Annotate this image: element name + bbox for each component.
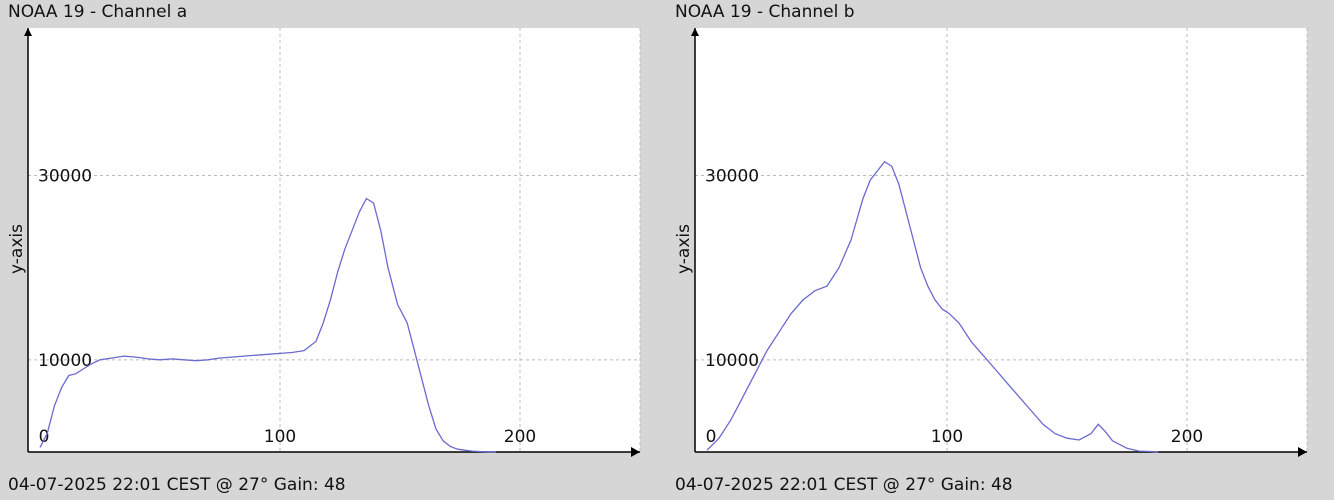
chart-title: NOAA 19 - Channel b bbox=[675, 2, 855, 22]
y-tick-label: 10000 bbox=[38, 351, 92, 371]
y-tick-label: 10000 bbox=[705, 351, 759, 371]
series-line bbox=[39, 197, 497, 453]
line-chart-channel-b: 0 100 200 10000 30000 y-axis bbox=[674, 28, 1308, 457]
x-tick-label: 0 bbox=[706, 427, 717, 447]
x-tick-label: 200 bbox=[504, 427, 536, 447]
x-axis-arrow bbox=[631, 447, 640, 457]
x-tick-label: 100 bbox=[931, 427, 963, 447]
x-axis-arrow bbox=[1298, 447, 1307, 457]
y-axis-arrow bbox=[691, 28, 699, 36]
y-axis-arrow bbox=[24, 28, 32, 36]
y-axis-title: y-axis bbox=[7, 224, 27, 274]
chart-panel-channel-a: NOAA 19 - Channel a 0 100 200 10000 30000 y-a… bbox=[0, 0, 650, 500]
x-tick-label: 200 bbox=[1171, 427, 1203, 447]
x-tick-label: 0 bbox=[39, 427, 50, 447]
y-axis-title: y-axis bbox=[674, 224, 694, 274]
line-chart-channel-a: 0 100 200 10000 30000 y-axis bbox=[7, 28, 641, 457]
chart-panel-channel-b: NOAA 19 - Channel b 0 100 200 10000 30000 y-a… bbox=[667, 0, 1317, 500]
chart-title: NOAA 19 - Channel a bbox=[8, 2, 188, 22]
x-tick-label: 100 bbox=[264, 427, 296, 447]
timestamp-gain-label: 04-07-2025 22:01 CEST @ 27° Gain: 48 bbox=[675, 475, 1013, 495]
plot-area bbox=[695, 28, 1307, 452]
y-tick-label: 30000 bbox=[705, 166, 759, 186]
series-line bbox=[706, 160, 1159, 453]
timestamp-gain-label: 04-07-2025 22:01 CEST @ 27° Gain: 48 bbox=[8, 475, 346, 495]
plot-area bbox=[28, 28, 640, 452]
y-tick-label: 30000 bbox=[38, 166, 92, 186]
